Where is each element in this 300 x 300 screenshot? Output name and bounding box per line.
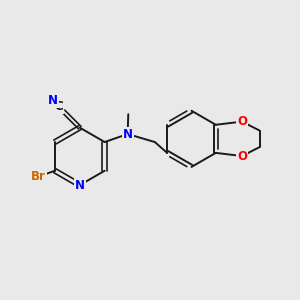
Text: O: O [237, 150, 247, 163]
Text: N: N [123, 128, 133, 140]
Text: N: N [75, 178, 85, 192]
Text: N: N [48, 94, 58, 107]
Text: O: O [237, 115, 247, 128]
Text: C: C [54, 100, 63, 113]
Text: Br: Br [31, 170, 46, 183]
